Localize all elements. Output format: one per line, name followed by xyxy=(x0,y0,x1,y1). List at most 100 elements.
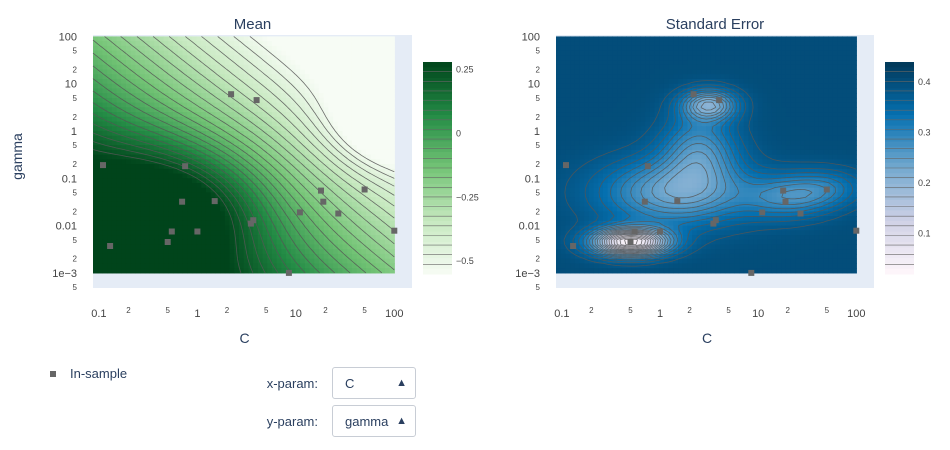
heatmap-cell xyxy=(814,112,820,118)
heatmap-cell xyxy=(347,164,353,170)
heatmap-cell xyxy=(177,211,184,217)
heatmap-cell xyxy=(645,93,651,99)
heatmap-cell xyxy=(224,149,231,156)
heatmap-cell xyxy=(565,36,571,42)
heatmap-cell xyxy=(654,93,660,99)
heatmap-cell xyxy=(556,126,562,132)
heatmap-cell xyxy=(347,187,353,194)
heatmap-cell xyxy=(328,107,334,113)
heatmap-cell xyxy=(593,41,599,47)
heatmap-cell xyxy=(220,126,226,132)
heatmap-cell xyxy=(304,173,311,179)
heatmap-cell xyxy=(776,78,782,85)
heatmap-cell xyxy=(304,159,311,165)
heatmap-cell xyxy=(602,78,609,85)
heatmap-cell xyxy=(333,135,339,142)
heatmap-cell xyxy=(356,244,362,250)
heatmap-cell xyxy=(262,41,268,47)
heatmap-cell xyxy=(351,230,358,236)
colorbar-segment xyxy=(423,83,452,89)
heatmap-cell xyxy=(154,201,160,208)
heatmap-cell xyxy=(602,112,609,118)
heatmap-cell xyxy=(781,69,787,75)
heatmap-cell xyxy=(361,145,367,151)
heatmap-cell xyxy=(224,107,231,113)
heatmap-cell xyxy=(323,249,329,255)
heatmap-cell xyxy=(205,192,212,198)
heatmap-cell xyxy=(598,60,604,66)
heatmap-cell xyxy=(243,263,249,269)
heatmap-cell xyxy=(593,69,599,75)
heatmap-cell xyxy=(823,131,829,137)
heatmap-cell xyxy=(271,83,278,90)
heatmap-cell xyxy=(276,249,282,255)
heatmap-cell xyxy=(579,135,585,142)
heatmap-cell xyxy=(271,258,278,265)
heatmap-cell xyxy=(135,69,141,75)
heatmap-cell xyxy=(116,121,122,127)
heatmap-cell xyxy=(748,93,754,99)
heatmap-cell xyxy=(220,187,226,194)
heatmap-cell xyxy=(389,116,395,123)
heatmap-cell xyxy=(645,45,651,52)
heatmap-cell xyxy=(823,112,829,118)
heatmap-cell xyxy=(790,140,796,146)
heatmap-cell xyxy=(565,121,571,127)
heatmap-cell xyxy=(706,97,712,104)
contour-line xyxy=(92,132,266,274)
heatmap-cell xyxy=(248,116,254,123)
heatmap-cell xyxy=(678,149,684,156)
heatmap-cell xyxy=(238,187,245,194)
heatmap-cell xyxy=(229,225,235,231)
y-tick-label: 0.01 xyxy=(56,221,77,233)
heatmap-cell xyxy=(361,45,367,52)
heatmap-cell xyxy=(210,140,216,146)
heatmap-cell xyxy=(342,60,348,66)
heatmap-cell xyxy=(635,116,642,123)
heatmap-cell xyxy=(149,164,155,170)
heatmap-cell xyxy=(191,201,198,208)
heatmap-cell xyxy=(318,225,325,231)
heatmap-cell xyxy=(286,206,292,212)
heatmap-cell xyxy=(267,235,273,241)
heatmap-cell xyxy=(121,183,127,189)
heatmap-cell xyxy=(97,253,104,260)
heatmap-cell xyxy=(295,69,301,75)
heatmap-cell xyxy=(837,149,843,156)
heatmap-cell xyxy=(389,83,395,90)
heatmap-cell xyxy=(229,140,235,146)
heatmap-cell xyxy=(238,211,245,217)
heatmap-cell xyxy=(215,201,221,208)
heatmap-cell xyxy=(776,64,782,71)
heatmap-cell xyxy=(687,116,693,123)
heatmap-cell xyxy=(570,121,576,127)
heatmap-cell xyxy=(598,145,604,151)
heatmap-cell xyxy=(800,154,806,160)
heatmap-cell xyxy=(556,41,562,47)
heatmap-cell xyxy=(380,60,386,66)
heatmap-cell xyxy=(602,83,609,90)
heatmap-cell xyxy=(696,107,703,113)
heatmap-cell xyxy=(323,197,329,203)
heatmap-cell xyxy=(328,168,334,175)
heatmap-cell xyxy=(739,97,745,104)
heatmap-cell xyxy=(673,102,679,108)
heatmap-cell xyxy=(140,64,146,71)
heatmap-cell xyxy=(771,36,778,42)
colorbar-segment xyxy=(423,67,452,74)
heatmap-cell xyxy=(121,102,127,108)
heatmap-cell xyxy=(177,78,184,85)
heatmap-cell xyxy=(776,112,782,118)
heatmap-cell xyxy=(720,121,726,127)
heatmap-cell xyxy=(556,50,562,56)
heatmap-cell xyxy=(107,60,113,66)
heatmap-cell xyxy=(663,45,670,52)
heatmap-cell xyxy=(823,45,829,52)
heatmap-cell xyxy=(140,249,146,255)
heatmap-cell xyxy=(130,268,136,274)
heatmap-cell xyxy=(781,88,787,94)
heatmap-cell xyxy=(617,60,623,66)
heatmap-cell xyxy=(191,173,198,179)
heatmap-cell xyxy=(271,145,278,151)
heatmap-cell xyxy=(102,116,108,123)
